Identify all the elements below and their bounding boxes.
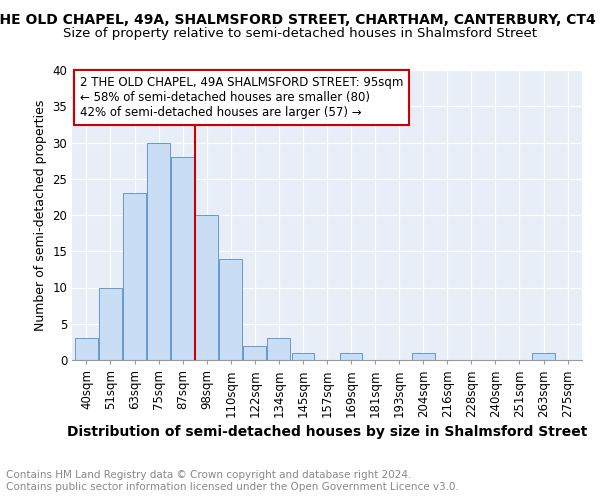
Bar: [268, 338, 290, 360]
Bar: [123, 193, 146, 360]
Text: Contains HM Land Registry data © Crown copyright and database right 2024.: Contains HM Land Registry data © Crown c…: [6, 470, 412, 480]
Bar: [340, 353, 362, 360]
Bar: [147, 142, 170, 360]
X-axis label: Distribution of semi-detached houses by size in Shalmsford Street: Distribution of semi-detached houses by …: [67, 425, 587, 439]
Text: Contains public sector information licensed under the Open Government Licence v3: Contains public sector information licen…: [6, 482, 459, 492]
Bar: [99, 288, 122, 360]
Bar: [75, 338, 98, 360]
Y-axis label: Number of semi-detached properties: Number of semi-detached properties: [34, 100, 47, 330]
Bar: [171, 157, 194, 360]
Text: 2, THE OLD CHAPEL, 49A, SHALMSFORD STREET, CHARTHAM, CANTERBURY, CT4 7RS: 2, THE OLD CHAPEL, 49A, SHALMSFORD STREE…: [0, 12, 600, 26]
Text: Size of property relative to semi-detached houses in Shalmsford Street: Size of property relative to semi-detach…: [63, 28, 537, 40]
Bar: [220, 258, 242, 360]
Text: 2 THE OLD CHAPEL, 49A SHALMSFORD STREET: 95sqm
← 58% of semi-detached houses are: 2 THE OLD CHAPEL, 49A SHALMSFORD STREET:…: [80, 76, 403, 119]
Bar: [532, 353, 555, 360]
Bar: [195, 215, 218, 360]
Bar: [412, 353, 434, 360]
Bar: [292, 353, 314, 360]
Bar: [244, 346, 266, 360]
